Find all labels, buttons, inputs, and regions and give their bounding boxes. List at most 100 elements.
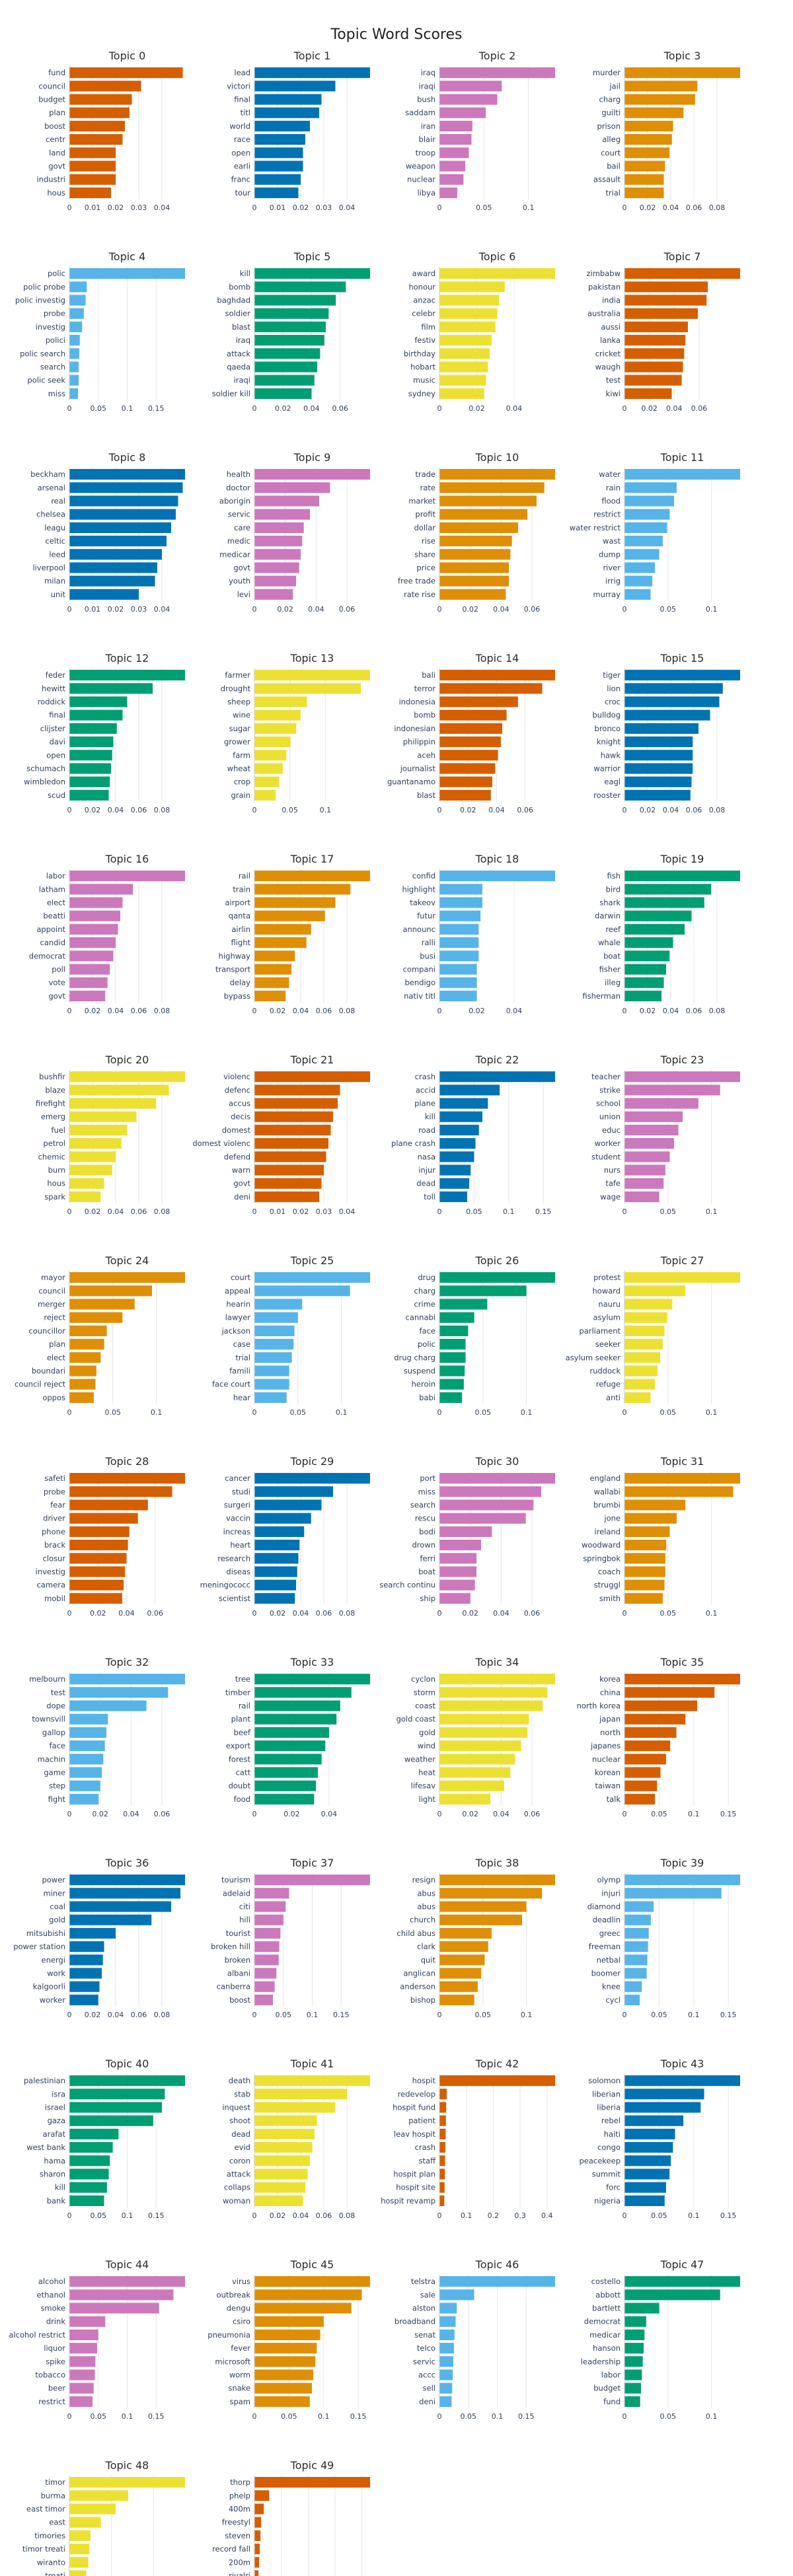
word-label: teacher (591, 1072, 621, 1081)
bar (69, 1285, 152, 1297)
x-tick-label: 0.04 (108, 2011, 124, 2019)
bar (439, 2289, 474, 2301)
x-tick-label: 0.04 (488, 806, 505, 814)
bar (624, 1981, 642, 1992)
word-label: leav hospit (394, 2129, 436, 2139)
word-label: dengu (227, 2304, 250, 2313)
x-tick-label: 0 (437, 1810, 442, 1818)
bar (69, 1339, 104, 1350)
bar (624, 2128, 675, 2139)
word-label: alleg (602, 135, 621, 144)
word-label: fund (603, 2397, 621, 2406)
bar (254, 1994, 273, 2005)
word-label: korea (599, 1674, 621, 1684)
x-tick-label: 0.06 (339, 605, 356, 614)
bar (69, 1098, 157, 1109)
bar (439, 977, 477, 988)
x-tick-label: 0 (252, 1810, 257, 1818)
bar (624, 1111, 683, 1122)
bar (439, 2089, 447, 2100)
bar (624, 308, 699, 319)
bar (69, 1579, 124, 1591)
x-tick-label: 0.08 (154, 806, 170, 814)
word-label: bendigo (405, 978, 436, 987)
x-tick-label: 0.1 (706, 1408, 718, 1417)
topic-chart-17: Topic 17 0 0.02 0.04 0.06 0.08 rail train airpor… (215, 853, 370, 1015)
bar (439, 1981, 478, 1992)
bar (624, 1138, 674, 1149)
word-label: surgeri (224, 1501, 250, 1510)
bar (439, 361, 488, 373)
word-label: coal (50, 1902, 65, 1912)
x-tick-label: 0.06 (332, 404, 348, 413)
word-label: research (217, 1554, 250, 1563)
subplot-title: Topic 19 (660, 853, 704, 865)
bar (624, 1098, 699, 1109)
bar (439, 2303, 457, 2314)
x-tick-label: 0.02 (283, 1810, 300, 1818)
word-label: shoot (229, 2116, 250, 2126)
word-label: dead (231, 2129, 250, 2139)
subplot-title: Topic 47 (660, 2258, 704, 2271)
bar (69, 107, 130, 118)
word-label: weather (404, 1754, 435, 1764)
x-tick-label: 0.1 (523, 203, 535, 212)
subplot-title: Topic 16 (105, 853, 149, 865)
subplot-title: Topic 49 (290, 2459, 334, 2472)
word-label: franc (231, 175, 250, 184)
word-label: energi (42, 1955, 65, 1964)
bar (69, 1299, 135, 1310)
bar (439, 147, 469, 159)
bar (254, 2356, 316, 2367)
x-tick-label: 0.15 (333, 2011, 350, 2019)
x-tick-label: 0.1 (307, 2011, 319, 2019)
topic-chart-5: Topic 5 0 0.02 0.04 0.06 kill bomb baghdad soldi… (212, 250, 370, 413)
bar (624, 1566, 665, 1577)
bar (254, 736, 291, 748)
word-label: sale (420, 2290, 435, 2299)
bar (624, 2356, 643, 2367)
bar (439, 723, 503, 734)
word-label: fear (50, 1501, 65, 1510)
topic-chart-31: Topic 31 0 0.05 0.1 england wallabi brumbi jone… (582, 1455, 740, 1618)
bar (254, 1700, 340, 1711)
subplot-title: Topic 34 (475, 1656, 519, 1668)
word-label: murder (593, 68, 621, 77)
bar (69, 1994, 98, 2005)
bar (69, 134, 123, 145)
bar (439, 1674, 555, 1685)
bar (69, 1941, 104, 1952)
subplot-title: Topic 37 (290, 1857, 334, 1869)
word-label: cricket (595, 349, 621, 358)
bar (439, 482, 545, 493)
bar (69, 776, 110, 787)
word-label: blaze (45, 1085, 65, 1094)
word-label: tiger (603, 670, 621, 680)
word-label: hospit fund (393, 2103, 435, 2112)
word-label: hous (47, 188, 65, 197)
bar (439, 1592, 471, 1604)
bar (254, 2182, 305, 2193)
bar (624, 1325, 665, 1336)
bar (439, 910, 481, 921)
bar (624, 120, 673, 131)
word-label: hear (233, 1393, 250, 1402)
x-tick-label: 0.1 (688, 2211, 700, 2220)
bar (624, 1339, 663, 1350)
subplot-title: Topic 5 (293, 250, 331, 263)
bar (439, 549, 511, 560)
word-label: scud (48, 791, 65, 800)
word-label: polic probe (23, 282, 65, 291)
subplot-title: Topic 27 (660, 1254, 704, 1267)
bar (69, 67, 183, 79)
word-label: talk (607, 1795, 621, 1804)
word-label: rail (239, 871, 250, 880)
subplot-title: Topic 10 (475, 451, 519, 464)
x-tick-label: 0.05 (660, 2412, 677, 2421)
bar (254, 2102, 336, 2113)
word-label: search (40, 363, 65, 372)
bar (254, 268, 370, 279)
bar (69, 147, 116, 159)
x-tick-label: 0.2 (488, 2211, 500, 2220)
x-tick-label: 0.02 (640, 203, 656, 212)
